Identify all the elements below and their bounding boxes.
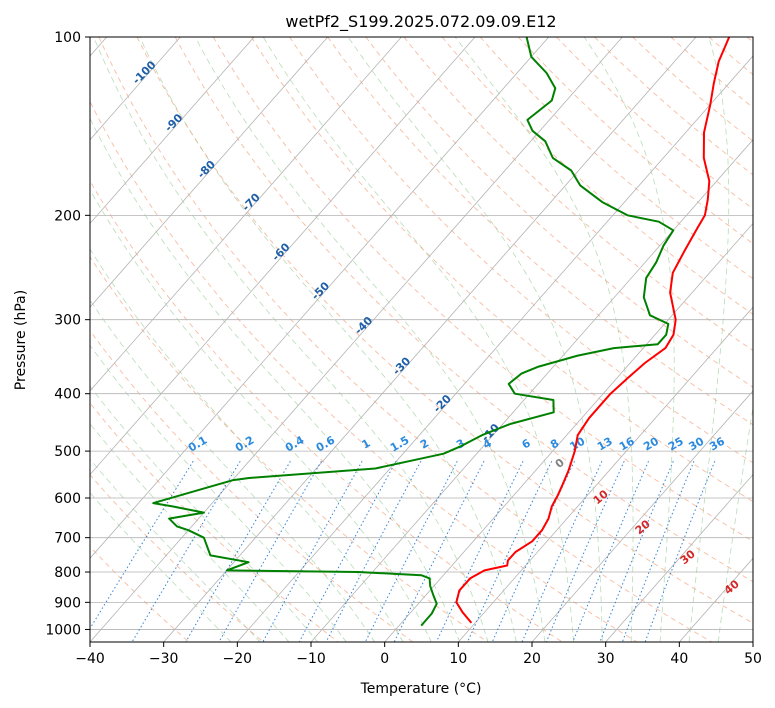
moist-adiabat-line (347, 37, 603, 642)
dry-adiabat-line (136, 37, 753, 624)
moist-adiabat-line (90, 117, 460, 642)
plot-frame (89, 36, 754, 643)
moist-adiabat-line (90, 299, 375, 642)
isotherm-line (90, 37, 623, 642)
mixing-ratio-line (393, 460, 485, 642)
dewpoint-profile-line (152, 37, 675, 627)
y-tick-label: 600 (54, 491, 81, 507)
isotherm-line (90, 37, 181, 141)
mixing-ratio-line (467, 460, 553, 642)
moist-adiabat-line (262, 37, 574, 642)
isotherm-line (237, 55, 753, 642)
moist-adiabat-line (93, 37, 489, 642)
x-tick-label: −30 (149, 651, 179, 667)
x-tick-label: −20 (223, 651, 253, 667)
moist-adiabats (90, 37, 753, 642)
y-tick-label: 800 (54, 565, 81, 581)
isotherm-line (90, 37, 255, 225)
mixing-ratio-lines (90, 460, 716, 642)
dry-adiabat-line (90, 180, 563, 642)
moist-adiabat-line (717, 405, 753, 642)
y-tick-label: 400 (54, 387, 81, 403)
x-axis-label: Temperature (°C) (360, 681, 482, 697)
y-tick-label: 700 (54, 531, 81, 547)
dry-adiabat-line (90, 329, 414, 642)
dry-adiabat-line (174, 37, 753, 583)
mixing-ratio-line (262, 460, 363, 642)
moist-adiabat-line (90, 344, 347, 642)
mixing-ratio-line (435, 460, 524, 642)
mixing-ratio-line (621, 461, 695, 642)
isotherm-line (90, 37, 329, 308)
temperature-profile-line (455, 37, 731, 624)
mixing-ratio-line (185, 460, 291, 642)
dry-adiabat-line (90, 474, 264, 642)
isotherm-line (605, 473, 753, 642)
isotherm-line (458, 306, 753, 642)
dry-adiabat-line (90, 256, 488, 642)
x-axis: −40 −30 −20 −10 0 10 20 30 40 50 (75, 642, 762, 667)
mixing-ratio-line (90, 460, 194, 630)
x-tick-label: −10 (296, 651, 326, 667)
y-tick-label: 500 (54, 444, 81, 460)
y-tick-label: 900 (54, 595, 81, 611)
isotherm-line (90, 37, 402, 392)
dry-adiabat-line (90, 100, 638, 642)
mixing-ratio-line (599, 461, 674, 642)
isobars (90, 37, 753, 630)
x-tick-label: 50 (744, 651, 762, 667)
moist-adiabat-line (90, 385, 318, 642)
mixing-ratio-line (572, 461, 649, 642)
mixing-ratio-line (364, 460, 458, 642)
chart-title: wetPf2_S199.2025.072.09.09.E12 (285, 12, 556, 32)
y-tick-label: 200 (54, 208, 81, 224)
moist-adiabat-line (688, 37, 730, 642)
profiles (152, 37, 731, 627)
isotherm-line (310, 139, 753, 642)
y-axis: 100 200 300 400 500 600 700 800 900 1000 (45, 30, 90, 638)
mixing-ratio-line (644, 461, 716, 642)
moist-adiabat-line (90, 248, 404, 642)
isotherm-line (384, 222, 753, 642)
x-tick-label: 0 (380, 651, 389, 667)
isotherms (90, 37, 753, 642)
x-tick-label: −40 (75, 651, 105, 667)
isotherm-line (163, 37, 697, 642)
x-tick-label: 30 (597, 651, 615, 667)
isotherm-line (531, 390, 753, 642)
mixing-ratio-line (218, 460, 322, 642)
y-tick-label: 1000 (45, 622, 81, 638)
dry-adiabat-line (403, 37, 753, 352)
dry-adiabat-line (441, 37, 753, 315)
moist-adiabat-line (90, 189, 432, 642)
dry-adiabat-line (327, 37, 753, 426)
y-tick-label: 300 (54, 313, 81, 329)
dry-adiabat-line (212, 37, 753, 542)
moist-adiabat-line (583, 37, 675, 642)
moist-adiabat-line (139, 37, 517, 642)
dry-adiabat-line (251, 37, 753, 503)
mixing-ratio-line (545, 460, 625, 642)
isotherm-line (90, 37, 550, 559)
moist-adiabat-line (194, 37, 546, 642)
moist-adiabat-line (454, 37, 634, 642)
mixing-ratio-line (521, 460, 603, 642)
y-axis-label: Pressure (hPa) (13, 290, 29, 390)
dry-adiabat-line (556, 37, 753, 210)
dry-adiabat-line (632, 37, 753, 142)
dry-adiabats (90, 37, 753, 642)
x-tick-label: 20 (523, 651, 541, 667)
x-tick-label: 40 (670, 651, 688, 667)
x-tick-label: 10 (449, 651, 467, 667)
y-tick-label: 100 (54, 30, 81, 46)
isotherm-line (90, 37, 476, 476)
dry-adiabat-line (98, 37, 712, 642)
